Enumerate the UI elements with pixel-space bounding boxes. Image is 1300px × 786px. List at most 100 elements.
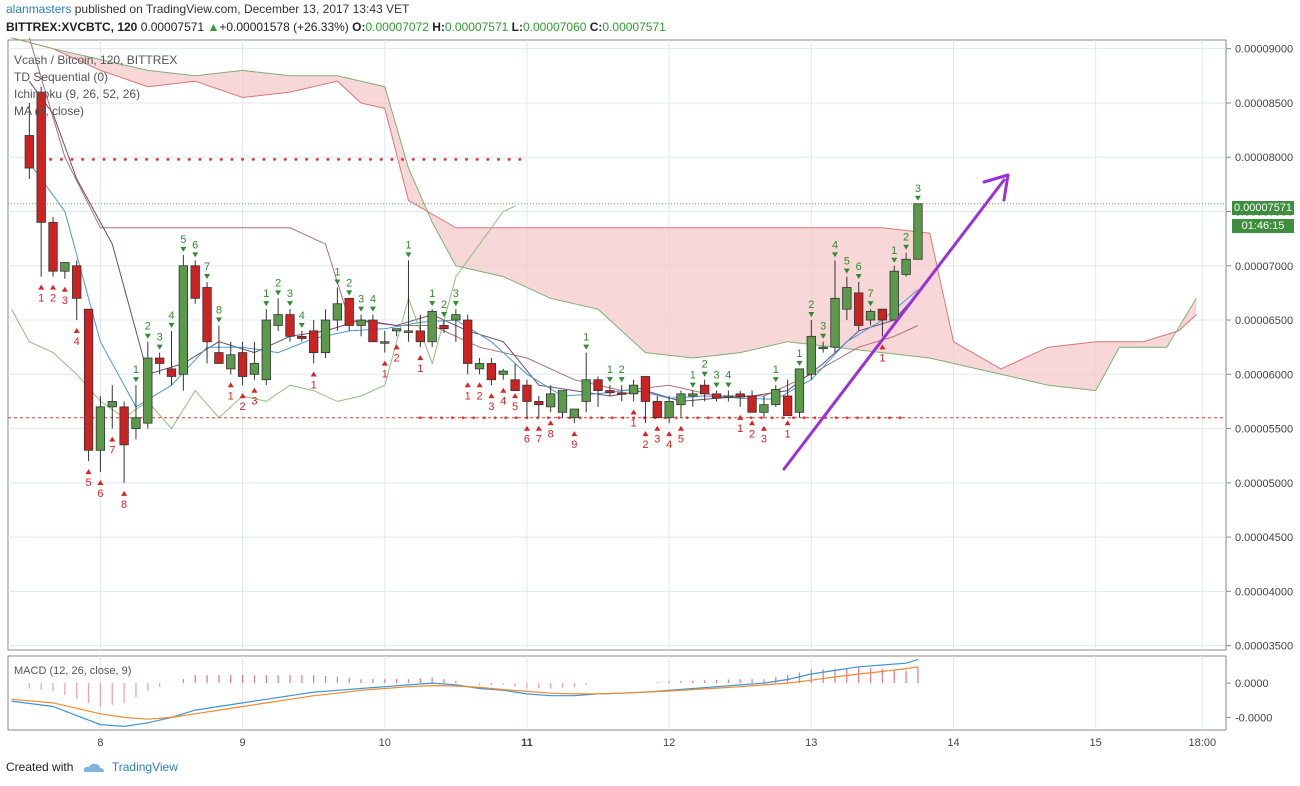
td-down-arrow-icon <box>772 377 779 383</box>
ohlc-header: BITTREX:XVCBTC, 120 0.00007571 ▲+0.00001… <box>6 20 666 34</box>
price-tick-label: 0.00007000 <box>1235 261 1293 273</box>
candle-body <box>474 363 485 370</box>
candle-body <box>178 265 189 375</box>
td-count-label: 1 <box>429 288 435 300</box>
resistance-dot <box>70 157 74 161</box>
td-up-arrow-icon <box>571 431 578 437</box>
td-up-arrow-icon <box>500 387 507 393</box>
td-down-arrow-icon <box>204 274 211 280</box>
td-count-label: 1 <box>311 379 317 391</box>
candle-body <box>913 203 923 260</box>
td-count-label: 3 <box>62 295 68 307</box>
candle-body <box>36 91 46 223</box>
td-count-label: 3 <box>287 288 293 300</box>
td-count-label: 2 <box>275 277 281 289</box>
td-count-label: 1 <box>38 293 44 305</box>
cloud-span-a <box>11 37 1197 370</box>
resistance-dot <box>454 157 458 161</box>
td-up-arrow-icon <box>121 490 128 496</box>
low-value: 0.00007060 <box>522 20 587 34</box>
legend-ma[interactable]: MA (9, close) <box>14 104 85 118</box>
td-up-arrow-icon <box>547 420 554 426</box>
td-down-arrow-icon <box>156 344 163 350</box>
price-tick-label: 0.00009000 <box>1235 44 1293 56</box>
candle-body <box>439 325 449 330</box>
td-count-label: 8 <box>548 428 554 440</box>
candle-body <box>451 314 461 321</box>
candle-body <box>48 221 58 272</box>
support-dot <box>728 416 731 420</box>
td-up-arrow-icon <box>666 431 673 437</box>
td-count-label: 2 <box>702 359 708 371</box>
support-dot <box>429 416 433 420</box>
td-down-arrow-icon <box>583 344 590 350</box>
close-label: C: <box>589 20 603 34</box>
td-count-label: 3 <box>251 396 257 408</box>
resistance-dot <box>273 157 277 161</box>
candle-body <box>794 368 805 413</box>
candle-body <box>818 346 828 350</box>
td-count-label: 8 <box>121 499 127 511</box>
td-count-label: 3 <box>453 288 459 300</box>
td-up-arrow-icon <box>73 328 80 334</box>
candle-body <box>415 330 425 343</box>
td-count-label: 7 <box>109 445 115 457</box>
resistance-dot <box>241 157 245 161</box>
td-count-label: 5 <box>86 477 92 489</box>
support-dot <box>706 416 710 420</box>
resistance-dot <box>187 157 191 161</box>
candle-body <box>747 395 757 413</box>
candle-body <box>759 404 769 413</box>
td-count-label: 4 <box>370 294 376 306</box>
candle-body <box>486 363 497 381</box>
td-up-arrow-icon <box>760 425 767 431</box>
legend-title: Vcash / Bitcoin, 120, BITTREX <box>14 53 178 67</box>
td-count-label: 5 <box>678 434 684 446</box>
candle-body <box>190 265 200 299</box>
support-dot <box>557 416 561 420</box>
td-down-arrow-icon <box>192 252 199 258</box>
td-down-arrow-icon <box>796 360 803 366</box>
support-dot <box>450 416 454 420</box>
candle-body <box>806 335 816 375</box>
legend-macd[interactable]: MACD (12, 26, close, 9) <box>14 665 132 677</box>
support-dot <box>674 416 678 420</box>
td-count-label: 1 <box>583 332 589 344</box>
published-text: published on TradingView.com, December 1… <box>74 2 410 16</box>
resistance-dot <box>411 157 415 161</box>
candle-body <box>273 314 283 326</box>
td-down-arrow-icon <box>346 290 353 296</box>
td-count-label: 3 <box>820 321 826 333</box>
td-count-label: 2 <box>642 439 648 451</box>
td-up-arrow-icon <box>85 469 92 475</box>
td-count-label: 1 <box>228 390 234 402</box>
td-down-arrow-icon <box>144 333 151 339</box>
legend-td[interactable]: TD Sequential (0) <box>14 70 109 84</box>
td-up-arrow-icon <box>654 425 661 431</box>
resistance-dot <box>145 157 149 161</box>
tradingview-link[interactable]: TradingView <box>111 760 178 774</box>
td-count-label: 1 <box>891 245 897 257</box>
legend-ichimoku[interactable]: Ichimoku (9, 26, 52, 26) <box>14 87 141 101</box>
price-tick-label: 0.00004000 <box>1235 586 1293 598</box>
td-count-label: 1 <box>773 364 779 376</box>
price-tick-label: 0.00006000 <box>1235 369 1293 381</box>
candle-body <box>249 363 260 375</box>
resistance-dot <box>123 157 127 161</box>
support-dot <box>802 416 806 420</box>
time-tick-label: 18:00 <box>1189 737 1217 749</box>
candle-body <box>711 393 722 399</box>
candle-body <box>119 406 129 446</box>
td-count-label: 1 <box>796 348 802 360</box>
td-count-label: 3 <box>157 332 163 344</box>
td-count-label: 4 <box>168 310 174 322</box>
price-tick-label: 0.00008000 <box>1235 152 1293 164</box>
author-link[interactable]: alanmasters <box>6 2 72 16</box>
support-dot <box>504 416 508 420</box>
candle-body <box>877 308 888 321</box>
td-count-label: 2 <box>441 299 447 311</box>
support-dot <box>888 416 891 420</box>
td-up-arrow-icon <box>61 286 68 292</box>
resistance-dot <box>401 157 405 161</box>
